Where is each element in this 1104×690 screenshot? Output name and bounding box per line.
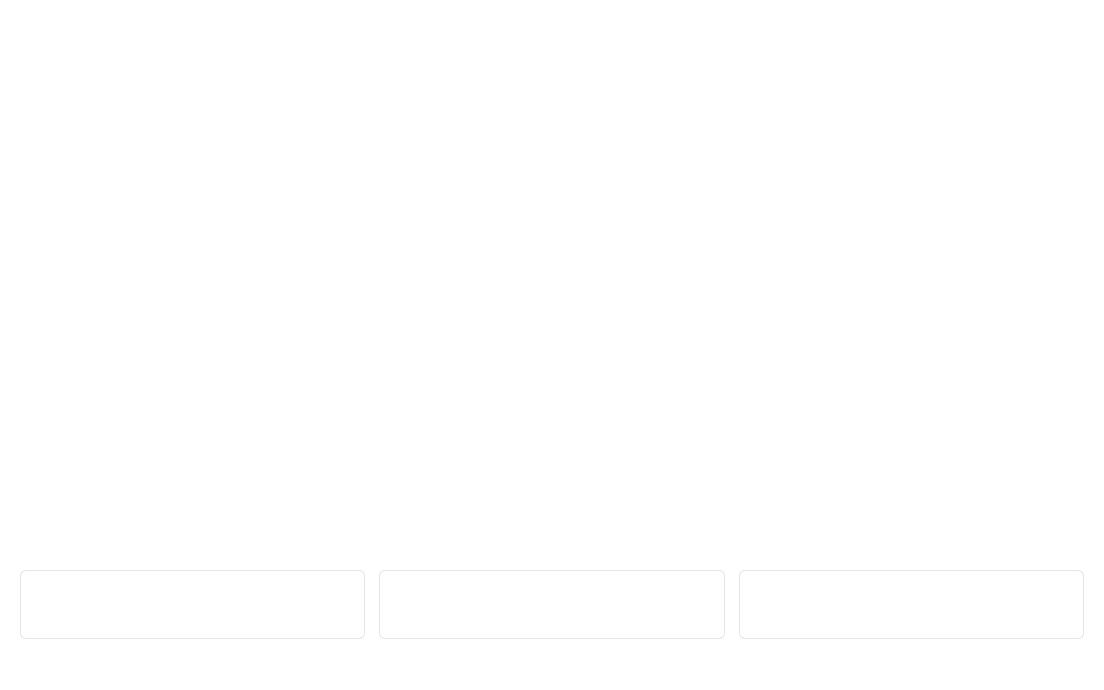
gauge-dial — [20, 20, 1084, 560]
legend-row — [20, 570, 1084, 639]
legend-dot-avg — [543, 596, 552, 605]
cost-gauge-chart — [20, 20, 1084, 639]
legend-dot-min — [184, 596, 193, 605]
legend-dot-max — [903, 596, 912, 605]
gauge-svg — [20, 20, 1084, 560]
legend-card-max — [739, 570, 1084, 639]
legend-label-avg — [390, 589, 713, 610]
legend-label-max — [750, 589, 1073, 610]
legend-card-avg — [379, 570, 724, 639]
legend-label-min — [31, 589, 354, 610]
legend-card-min — [20, 570, 365, 639]
